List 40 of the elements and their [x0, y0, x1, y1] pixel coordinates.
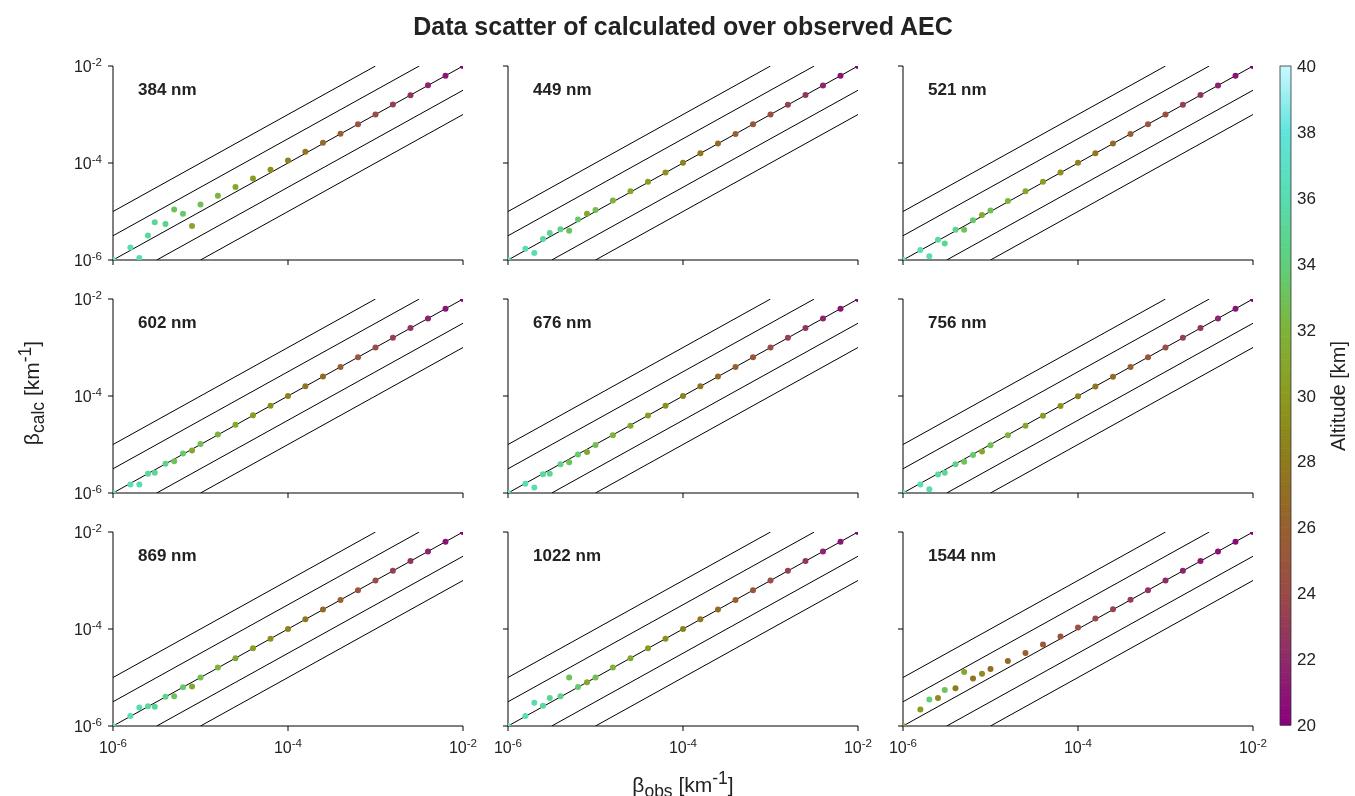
annotation: 521 nm	[928, 80, 987, 100]
color-bar-label: 32	[1297, 320, 1316, 340]
y-tick-label: 10$^{-2}$	[73, 289, 102, 308]
x-tick-label: 10$^{-6}$	[493, 737, 523, 756]
x-tick-label: 10$^{-6}$	[888, 737, 918, 756]
color-bar-label: 40	[1297, 57, 1316, 76]
x-tick-label: 10$^{-2}$	[448, 737, 478, 756]
y-tick-label: 10$^{-4}$	[73, 153, 103, 172]
annotation: 1544 nm	[928, 546, 997, 566]
annotation: 1022 nm	[533, 546, 602, 566]
annotation: 384 nm	[138, 80, 197, 100]
chart-title: Data scatter of calculated over observed AEC	[413, 12, 953, 41]
color-bar-label: 30	[1297, 386, 1316, 406]
y-tick-label: 10$^{-2}$	[73, 522, 102, 541]
color-bar-label: 34	[1297, 254, 1316, 274]
y-tick-label: 10$^{-2}$	[73, 56, 102, 75]
annotation: 869 nm	[138, 546, 197, 566]
color-bar-label: 20	[1297, 716, 1316, 735]
x-tick-label: 10$^{-4}$	[668, 737, 698, 756]
color-bar-label: 36	[1297, 188, 1316, 208]
annotation: 602 nm	[138, 313, 197, 333]
y-tick-label: 10$^{-4}$	[73, 619, 103, 638]
x-tick-label: 10$^{-4}$	[273, 737, 303, 756]
annotation: 676 nm	[533, 313, 592, 333]
annotation: 449 nm	[533, 80, 592, 100]
y-tick-label: 10$^{-6}$	[73, 716, 102, 735]
color-bar-label: 26	[1297, 518, 1316, 538]
color-bar-title: Altitude [km]	[1326, 340, 1350, 451]
annotation: 756 nm	[928, 313, 987, 333]
x-tick-label: 10$^{-2}$	[1238, 737, 1268, 756]
color-bar-label: 28	[1297, 452, 1316, 472]
y-tick-label: 10$^{-4}$	[73, 386, 103, 405]
x-tick-label: 10$^{-6}$	[98, 737, 128, 756]
color-bar-label: 22	[1297, 650, 1316, 670]
color-bar-label: 38	[1297, 122, 1316, 142]
color-bar-label: 24	[1297, 584, 1316, 604]
x-tick-label: 10$^{-4}$	[1063, 737, 1093, 756]
y-tick-label: 10$^{-6}$	[73, 250, 102, 269]
x-tick-label: 10$^{-2}$	[843, 737, 873, 756]
y-tick-label: 10$^{-6}$	[73, 483, 102, 502]
